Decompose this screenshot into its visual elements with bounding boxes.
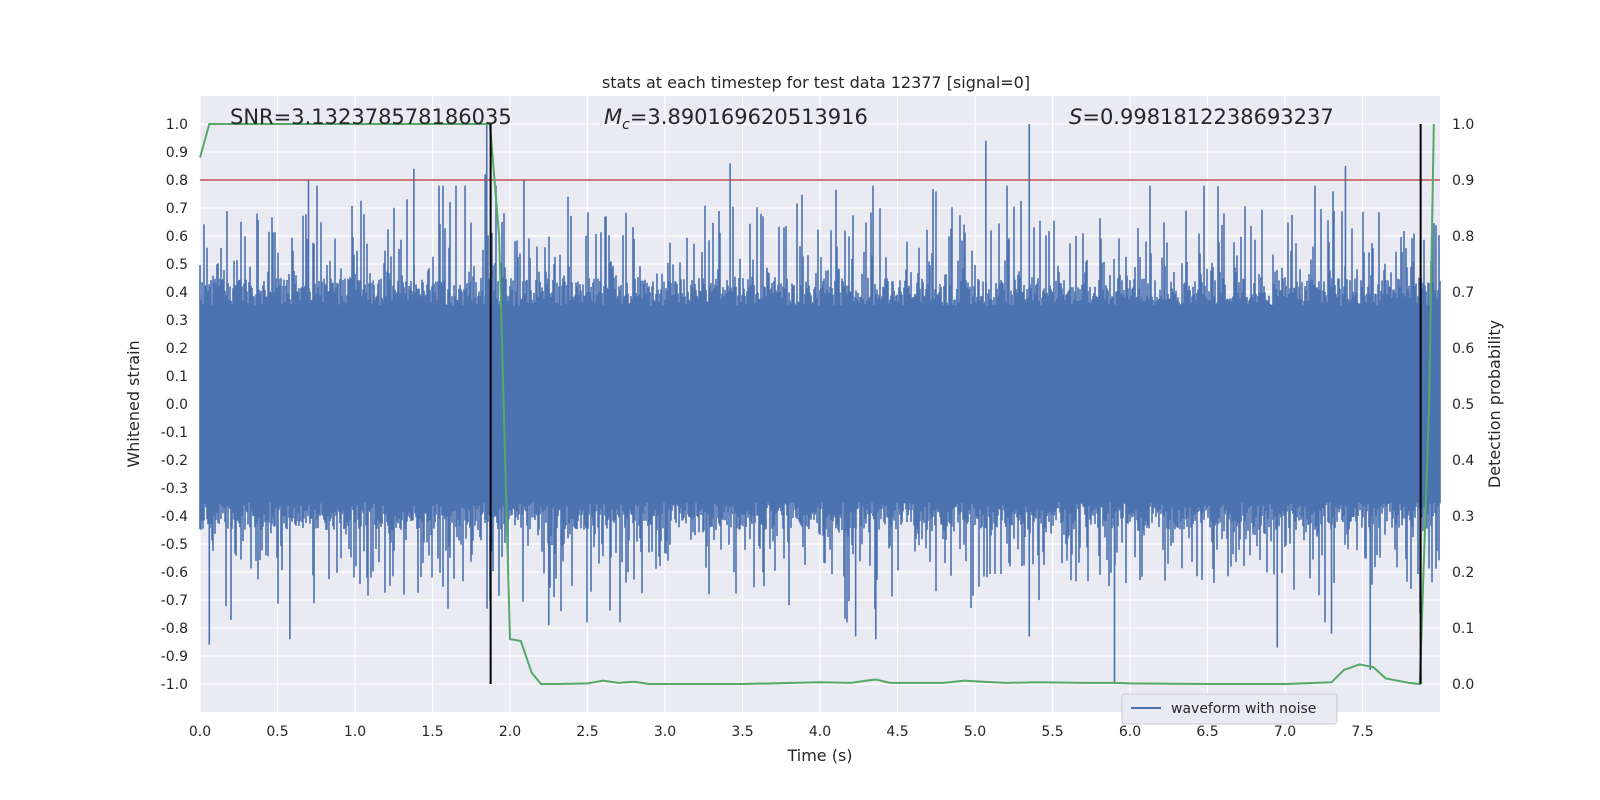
s-symbol: S [1069,105,1082,129]
x-axis-title: Time (s) [786,746,852,765]
y-tick-label: 0.8 [166,173,188,189]
snr-annotation: SNR=3.132378578186035 [230,105,512,129]
legend-box [1121,693,1338,725]
y-tick-label: 0.1 [166,369,188,385]
y-right-tick-label: 0.8 [1452,229,1474,245]
probability-series [199,123,1435,686]
y-right-tick-label: 0.0 [1452,677,1474,693]
y-tick-label: -0.1 [161,425,188,441]
y-tick-label: -0.9 [161,649,188,665]
vertical-lines [489,124,1422,684]
y-right-tick-label: 0.9 [1452,173,1474,189]
y-right-tick-label: 0.3 [1452,509,1474,525]
x-tick-label: 1.0 [344,724,366,740]
y-tick-label: -0.5 [161,537,188,553]
y-tick-label: -0.2 [161,453,188,469]
y-tick-label: -0.7 [161,593,188,609]
x-tick-label: 5.0 [964,724,986,740]
y-right-tick-label: 0.5 [1452,397,1474,413]
x-tick-label: 3.5 [731,724,753,740]
x-tick-label: 2.0 [499,724,521,740]
y-tick-label: 1.0 [166,117,188,133]
mc-symbol: M [604,105,622,129]
y-tick-label: 0.2 [166,341,188,357]
x-tick-label: 5.5 [1041,724,1063,740]
legend-label: waveform with noise [1171,701,1316,717]
s-value: =0.9981812238693237 [1082,105,1333,129]
y-tick-label: 0.7 [166,201,188,217]
s-annotation: S=0.9981812238693237 [1069,105,1334,129]
y-tick-label: 0.9 [166,145,188,161]
x-tick-label: 2.5 [576,724,598,740]
y-right-tick-label: 1.0 [1452,117,1474,133]
probability-line [199,123,1435,686]
y-right-tick-label: 0.4 [1452,453,1474,469]
x-tick-label: 4.0 [809,724,831,740]
y-tick-label: -0.3 [161,481,188,497]
y-right-tick-label: 0.2 [1452,565,1474,581]
x-tick-label: 1.5 [421,724,443,740]
legend: waveform with noise [1121,693,1338,725]
y-tick-label: 0.3 [166,313,188,329]
y-tick-label: -1.0 [161,677,188,693]
y-tick-label: 0.5 [166,257,188,273]
y-tick-label: 0.0 [166,397,188,413]
x-tick-label: 0.0 [189,724,211,740]
y-axis-title: Whitened strain [124,340,143,467]
mc-value: =3.890169620513916 [630,105,868,129]
x-tick-label: 6.5 [1196,724,1218,740]
y-tick-label: 0.6 [166,229,188,245]
y-tick-label: -0.6 [161,565,188,581]
y-right-tick-label: 0.7 [1452,285,1474,301]
x-tick-label: 4.5 [886,724,908,740]
waveform-series [199,124,1441,684]
y-tick-label: -0.8 [161,621,188,637]
waveform-body [199,185,1441,623]
x-tick-label: 0.5 [266,724,288,740]
x-tick-label: 3.0 [654,724,676,740]
x-tick-label: 7.5 [1351,724,1373,740]
chart-title: stats at each timestep for test data 123… [602,73,1030,92]
y-axis-title-right: Detection probability [1485,320,1504,488]
y-right-tick-label: 0.1 [1452,621,1474,637]
x-tick-label: 7.0 [1274,724,1296,740]
y-tick-label: -0.4 [161,509,188,525]
mc-subscript: c [622,117,630,133]
tick-labels: 0.0 0.5 1.0 1.5 2.0 2.5 3.0 3.5 4.0 4.5 5.0 5.5 6.0 6… [161,117,1475,740]
y-tick-label: 0.4 [166,285,188,301]
x-tick-label: 6.0 [1119,724,1141,740]
y-right-tick-label: 0.6 [1452,341,1474,357]
mc-annotation: Mc=3.890169620513916 [604,105,868,133]
